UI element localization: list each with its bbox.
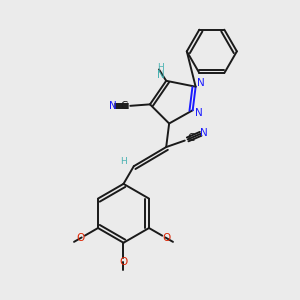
Text: N: N <box>109 100 116 110</box>
Text: O: O <box>77 233 85 243</box>
Text: H: H <box>120 157 127 166</box>
Text: C: C <box>120 100 128 110</box>
Text: C: C <box>188 133 195 142</box>
Text: O: O <box>162 233 170 243</box>
Text: N: N <box>157 70 164 80</box>
Text: N: N <box>197 78 205 88</box>
Text: O: O <box>119 257 128 268</box>
Text: H: H <box>157 63 164 72</box>
Text: N: N <box>195 108 203 118</box>
Text: N: N <box>200 128 208 138</box>
